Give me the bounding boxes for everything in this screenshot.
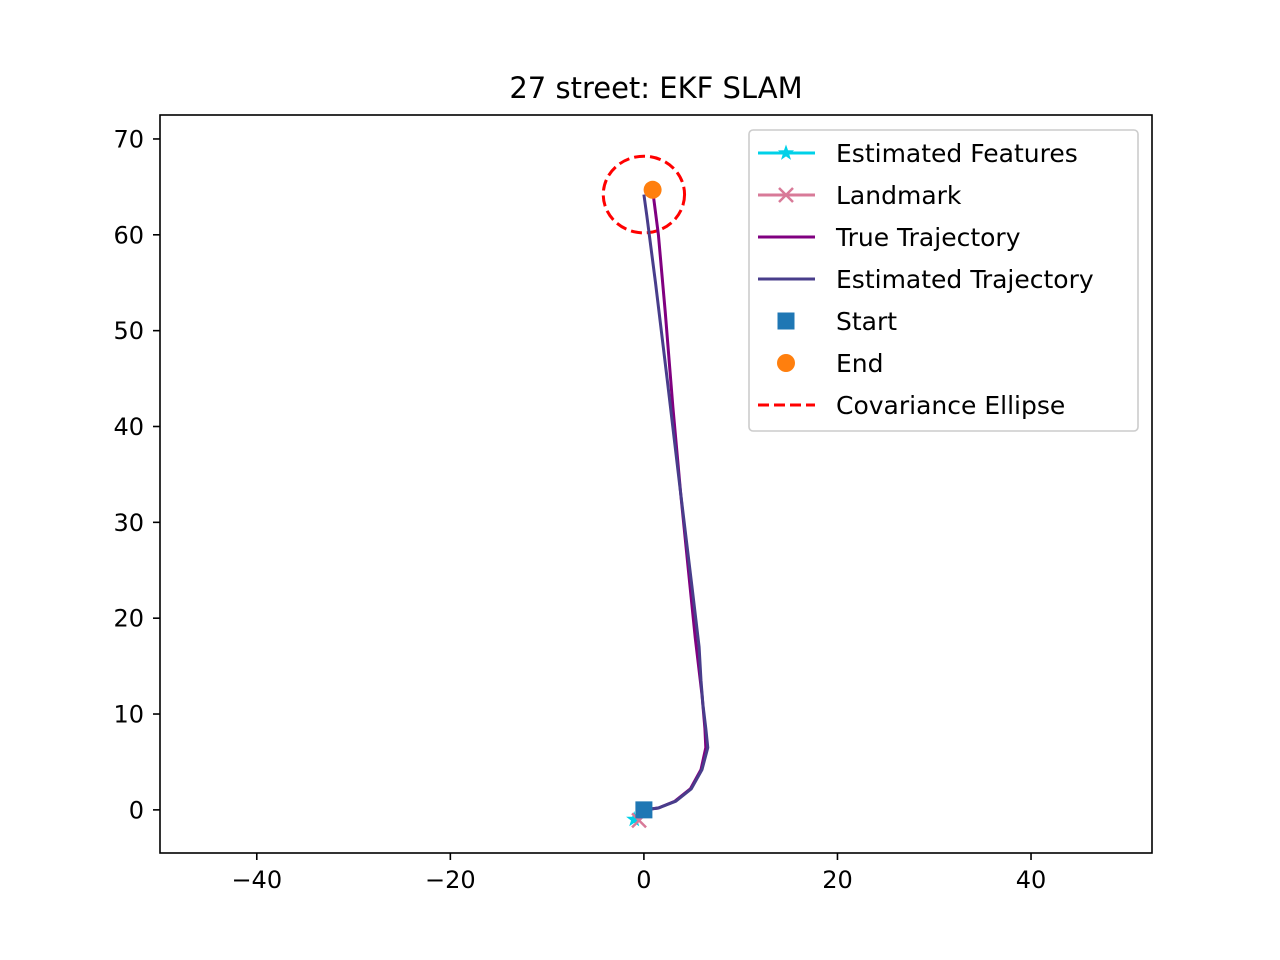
x-tick-label: −20 [425, 866, 476, 894]
x-tick-label: 0 [636, 866, 651, 894]
y-tick-label: 60 [113, 221, 144, 249]
legend-entry-landmark: Landmark [758, 181, 962, 210]
start-marker [635, 801, 653, 819]
y-tick-label: 40 [113, 413, 144, 441]
legend-entry-estimated-trajectory: Estimated Trajectory [758, 265, 1094, 294]
y-tick-label: 50 [113, 317, 144, 345]
legend-entry-true-trajectory: True Trajectory [758, 223, 1021, 252]
legend-label: Estimated Trajectory [836, 265, 1094, 294]
legend-label: Landmark [836, 181, 962, 210]
chart-title: 27 street: EKF SLAM [509, 71, 802, 105]
x-tick-label: 20 [822, 866, 853, 894]
y-tick-label: 20 [113, 605, 144, 633]
axes: −40 −20 0 20 40 0 10 20 30 40 50 60 70 [113, 114, 1153, 894]
plot-series-group [601, 154, 710, 829]
legend-label: Estimated Features [836, 139, 1078, 168]
legend-entry-covariance-ellipse: Covariance Ellipse [758, 391, 1065, 420]
legend-entry-estimated-features: Estimated Features [758, 139, 1078, 168]
legend-marker-swatch [777, 312, 795, 330]
estimated-features-marker [626, 811, 643, 827]
x-tick-label: 40 [1016, 866, 1047, 894]
legend-label: End [836, 349, 884, 378]
legend: Estimated Features Landmark True Trajector… [748, 129, 1139, 432]
legend-label: True Trajectory [835, 223, 1021, 252]
legend-marker-swatch [777, 144, 795, 160]
y-tick-label: 10 [113, 701, 144, 729]
x-tick-label: −40 [231, 866, 282, 894]
legend-entry-start: Start [777, 307, 897, 336]
legend-box [748, 129, 1139, 432]
legend-marker-swatch [778, 187, 794, 203]
covariance-ellipse [601, 154, 687, 235]
legend-entry-end: End [777, 349, 884, 378]
y-tick-label: 70 [113, 125, 144, 153]
y-tick-label: 0 [129, 796, 144, 824]
end-marker [643, 180, 662, 199]
legend-label: Start [836, 307, 897, 336]
plot-area [601, 154, 710, 829]
axes-frame [159, 114, 1153, 854]
legend-marker-swatch [777, 354, 795, 372]
estimated-trajectory-line [642, 194, 710, 812]
y-tick-label: 30 [113, 509, 144, 537]
legend-label: Covariance Ellipse [836, 391, 1065, 420]
